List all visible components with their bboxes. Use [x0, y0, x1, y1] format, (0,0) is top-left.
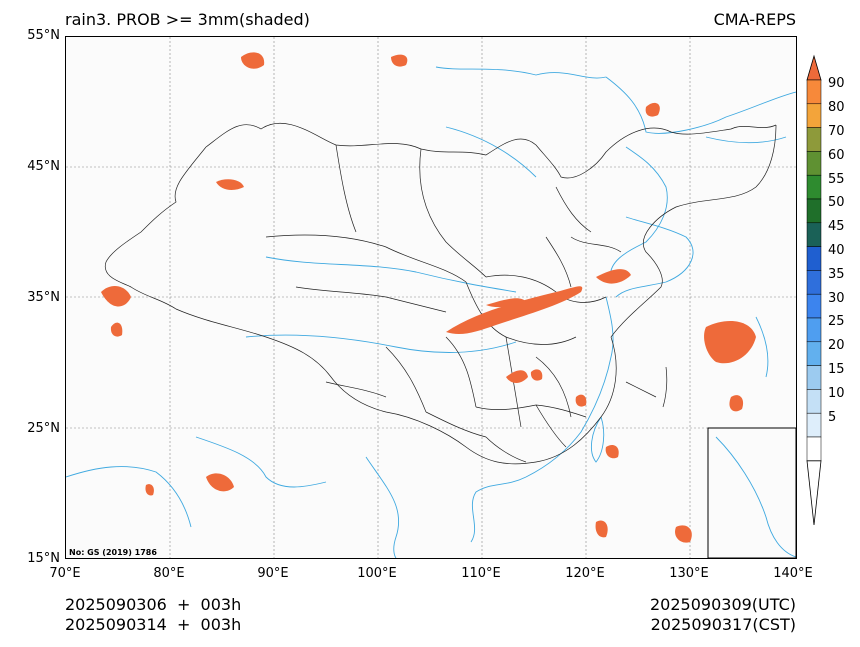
init-cst: 2025090314 + 003h: [65, 615, 242, 634]
colorbar-bin-70: [806, 127, 822, 152]
colorbar-label-50: 50: [828, 195, 845, 210]
colorbar-label-90: 90: [828, 76, 845, 91]
map-canvas: [66, 37, 796, 558]
map-title: rain3. PROB >= 3mm(shaded): [65, 10, 310, 29]
colorbar-bin-80: [806, 103, 822, 128]
colorbar-label-45: 45: [828, 219, 845, 234]
colorbar-label-35: 35: [828, 267, 845, 282]
lat-label-55: 55°N: [27, 28, 60, 43]
lon-label-110: 110°E: [461, 566, 501, 581]
colorbar-label-15: 15: [828, 362, 845, 377]
lat-label-15: 15°N: [27, 551, 60, 566]
lon-label-130: 130°E: [669, 566, 709, 581]
lon-label-90: 90°E: [257, 566, 289, 581]
colorbar-label-10: 10: [828, 386, 845, 401]
colorbar-bin-30: [806, 293, 822, 319]
lon-label-70: 70°E: [49, 566, 81, 581]
colorbar-bin-90: [806, 79, 822, 105]
borders: [104, 123, 777, 465]
colorbar-bin-15: [806, 365, 822, 390]
colorbar-label-25: 25: [828, 314, 845, 329]
colorbar-bin-60: [806, 151, 822, 176]
lat-label-45: 45°N: [27, 159, 60, 174]
colorbar: [806, 54, 822, 526]
lon-label-100: 100°E: [357, 566, 397, 581]
colorbar-label-60: 60: [828, 148, 845, 163]
coastlines: [66, 66, 796, 558]
gridlines: [66, 37, 796, 558]
colorbar-label-20: 20: [828, 338, 845, 353]
colorbar-bin-5: [806, 412, 822, 438]
valid-time-block: 2025090309(UTC) 2025090317(CST): [650, 595, 796, 635]
colorbar-bin-45: [806, 222, 822, 247]
colorbar-bin-0: [806, 436, 822, 462]
init-time-block: 2025090306 + 003h 2025090314 + 003h: [65, 595, 241, 635]
model-name: CMA-REPS: [713, 10, 796, 29]
colorbar-bin-35: [806, 270, 822, 295]
lon-label-120: 120°E: [565, 566, 605, 581]
inset-map: [707, 427, 796, 558]
lon-label-140: 140°E: [773, 566, 813, 581]
colorbar-bin-40: [806, 246, 822, 271]
colorbar-bottom-triangle: [806, 460, 822, 526]
colorbar-label-70: 70: [828, 124, 845, 139]
colorbar-bin-10: [806, 389, 822, 414]
lon-label-80: 80°E: [153, 566, 185, 581]
colorbar-bin-50: [806, 198, 822, 224]
lat-label-35: 35°N: [27, 290, 60, 305]
init-utc: 2025090306 + 003h: [65, 595, 242, 614]
valid-utc: 2025090309(UTC): [650, 595, 796, 614]
colorbar-label-40: 40: [828, 243, 845, 258]
lat-label-25: 25°N: [27, 421, 60, 436]
colorbar-label-55: 55: [828, 172, 845, 187]
colorbar-bin-20: [806, 341, 822, 366]
map-panel: [65, 36, 797, 559]
colorbar-label-30: 30: [828, 291, 845, 306]
probability-shading: [101, 52, 756, 543]
colorbar-label-5: 5: [828, 410, 837, 425]
colorbar-bin-25: [806, 317, 822, 343]
valid-cst: 2025090317(CST): [650, 615, 796, 634]
colorbar-bin-55: [806, 174, 822, 200]
colorbar-top-triangle: [806, 54, 822, 81]
map-credit: No: GS (2019) 1786: [69, 548, 157, 557]
colorbar-label-80: 80: [828, 100, 845, 115]
